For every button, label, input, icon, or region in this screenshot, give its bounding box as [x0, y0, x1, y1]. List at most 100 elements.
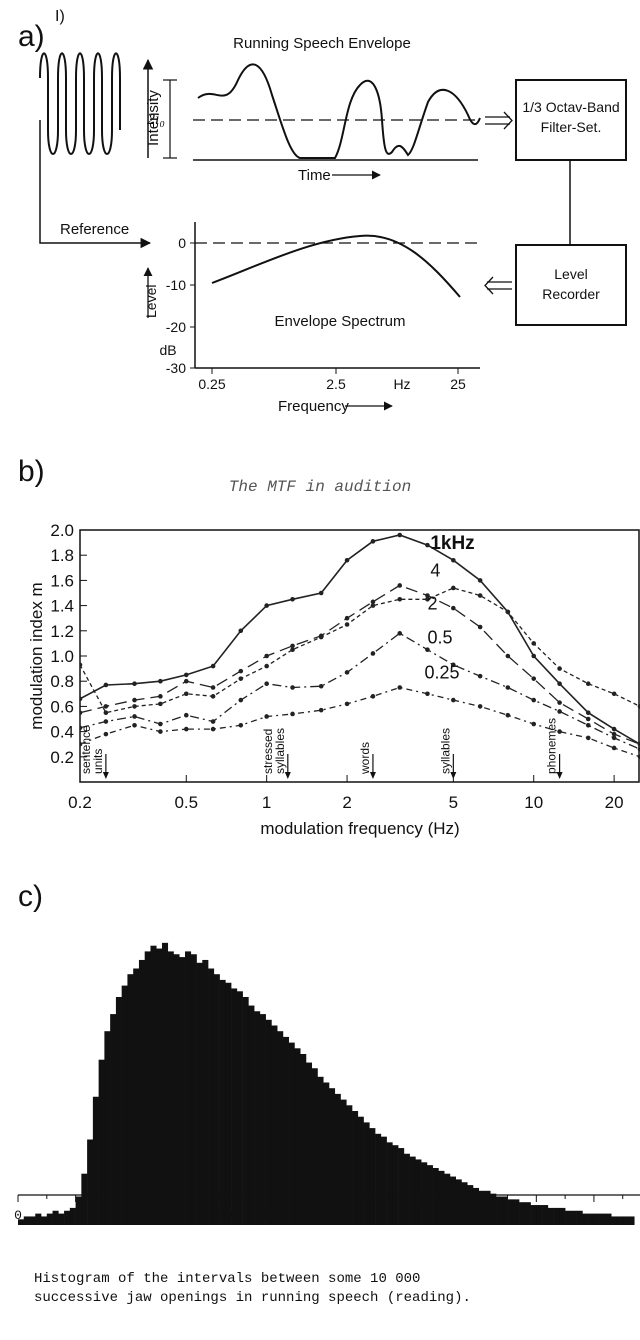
x-tick-label: 5 [449, 793, 458, 812]
frequency-label: Frequency [278, 398, 349, 415]
histogram-bar [536, 1205, 543, 1225]
histogram-x-tick-label: 0 [14, 1208, 22, 1223]
level-recorder-box [515, 244, 627, 326]
series-point-2 [80, 710, 83, 715]
series-point-0_5 [183, 712, 189, 718]
series-point-0_25 [637, 754, 640, 760]
mtf-series-group [80, 532, 640, 760]
level-label: Level [143, 285, 159, 318]
series-point-0_5 [103, 719, 109, 724]
envelope-title: Running Speech Envelope [233, 35, 411, 52]
envelope-spectrum-curve [211, 234, 461, 298]
histogram-bar [415, 1159, 422, 1225]
histogram-bar [478, 1190, 485, 1225]
histogram-bar [236, 991, 243, 1225]
annotation-label: stressed [261, 729, 275, 774]
histogram-bar [444, 1173, 451, 1225]
series-point-0_5 [637, 746, 640, 752]
series-point-2 [557, 700, 562, 705]
series-point-1kHz [132, 681, 137, 687]
histogram-bar [150, 945, 157, 1225]
histogram-bar [305, 1062, 313, 1225]
series-label: 1kHz [430, 533, 474, 554]
series-point-2 [158, 694, 163, 699]
histogram-bar [323, 1082, 330, 1225]
series-point-4 [264, 663, 269, 669]
histogram-bar [300, 1054, 307, 1225]
panel-b-label: b) [18, 455, 45, 488]
series-point-0_5 [158, 721, 163, 727]
amplitude-label: 2i₀ [147, 111, 165, 128]
histogram-bar [346, 1105, 353, 1225]
histogram-bar [98, 1059, 105, 1225]
series-point-0_25 [477, 704, 483, 709]
histogram-bar [144, 951, 151, 1225]
series-point-4 [425, 597, 430, 602]
histogram-bar [357, 1116, 364, 1225]
series-point-2 [451, 605, 456, 611]
series-point-4 [477, 593, 483, 598]
histogram-bar [570, 1210, 577, 1225]
histogram-bar [127, 974, 134, 1225]
x-tick-label: 0.5 [174, 793, 198, 812]
histogram-bar [582, 1213, 589, 1225]
histogram-bar [179, 957, 186, 1225]
series-point-4 [637, 704, 640, 709]
series-point-4 [210, 694, 216, 699]
series-point-4 [158, 701, 163, 707]
series-point-0_25 [451, 697, 456, 703]
series-point-2 [344, 615, 350, 621]
spectrum-x-tick-3: 25 [450, 376, 466, 392]
histogram-bar [461, 1182, 468, 1225]
y-tick-label: 1.0 [50, 647, 74, 666]
histogram-bar [398, 1148, 405, 1225]
histogram-bar [340, 1099, 347, 1225]
series-point-0_25 [344, 701, 350, 707]
histogram-bar [104, 1031, 111, 1225]
y-tick-label: 2.0 [50, 521, 74, 540]
series-point-4 [103, 710, 109, 715]
histogram-bar [490, 1193, 497, 1225]
series-line-1kHz [80, 534, 640, 745]
series-point-2 [611, 731, 617, 737]
series-point-0_5 [451, 662, 456, 668]
series-point-0_25 [585, 735, 591, 741]
series-point-1kHz [344, 557, 350, 563]
series-point-2 [505, 653, 511, 659]
histogram-bar [35, 1213, 42, 1225]
series-point-4 [183, 691, 189, 697]
histogram-bar [565, 1210, 572, 1225]
series-point-0_25 [80, 741, 83, 747]
annotation-arrowhead [556, 772, 563, 779]
histogram-bar [18, 1219, 25, 1225]
series-point-1kHz [531, 653, 537, 659]
histogram-bar [271, 1025, 278, 1225]
histogram-bar [242, 997, 249, 1225]
histogram-bar [542, 1205, 549, 1225]
series-point-0_5 [318, 683, 324, 689]
annotation-arrowhead [284, 772, 291, 779]
x-tick-label: 1 [262, 793, 271, 812]
histogram-bar [75, 1196, 82, 1225]
series-point-0_25 [557, 729, 562, 734]
histogram-bar [455, 1179, 462, 1225]
panel-c-label: c) [18, 880, 43, 913]
series-point-1kHz [477, 578, 483, 583]
histogram-bar [133, 968, 140, 1225]
histogram-bar [41, 1216, 48, 1225]
series-point-1kHz [103, 682, 109, 688]
series-point-1kHz [451, 557, 456, 563]
series-point-4 [557, 666, 562, 671]
histogram-bar [392, 1145, 399, 1225]
histogram-bar [438, 1170, 445, 1225]
series-point-0_5 [611, 735, 617, 741]
histogram-bar [611, 1216, 618, 1225]
y-tick-label: 0.6 [50, 697, 74, 716]
series-point-1kHz [611, 726, 617, 732]
histogram-bar [213, 974, 220, 1225]
filter-box-line2: Filter-Set. [541, 119, 602, 135]
y-tick-label: 0.8 [50, 672, 74, 691]
histogram-bar [81, 1173, 88, 1225]
reference-line [39, 120, 152, 249]
annotation-label: words [358, 742, 372, 775]
